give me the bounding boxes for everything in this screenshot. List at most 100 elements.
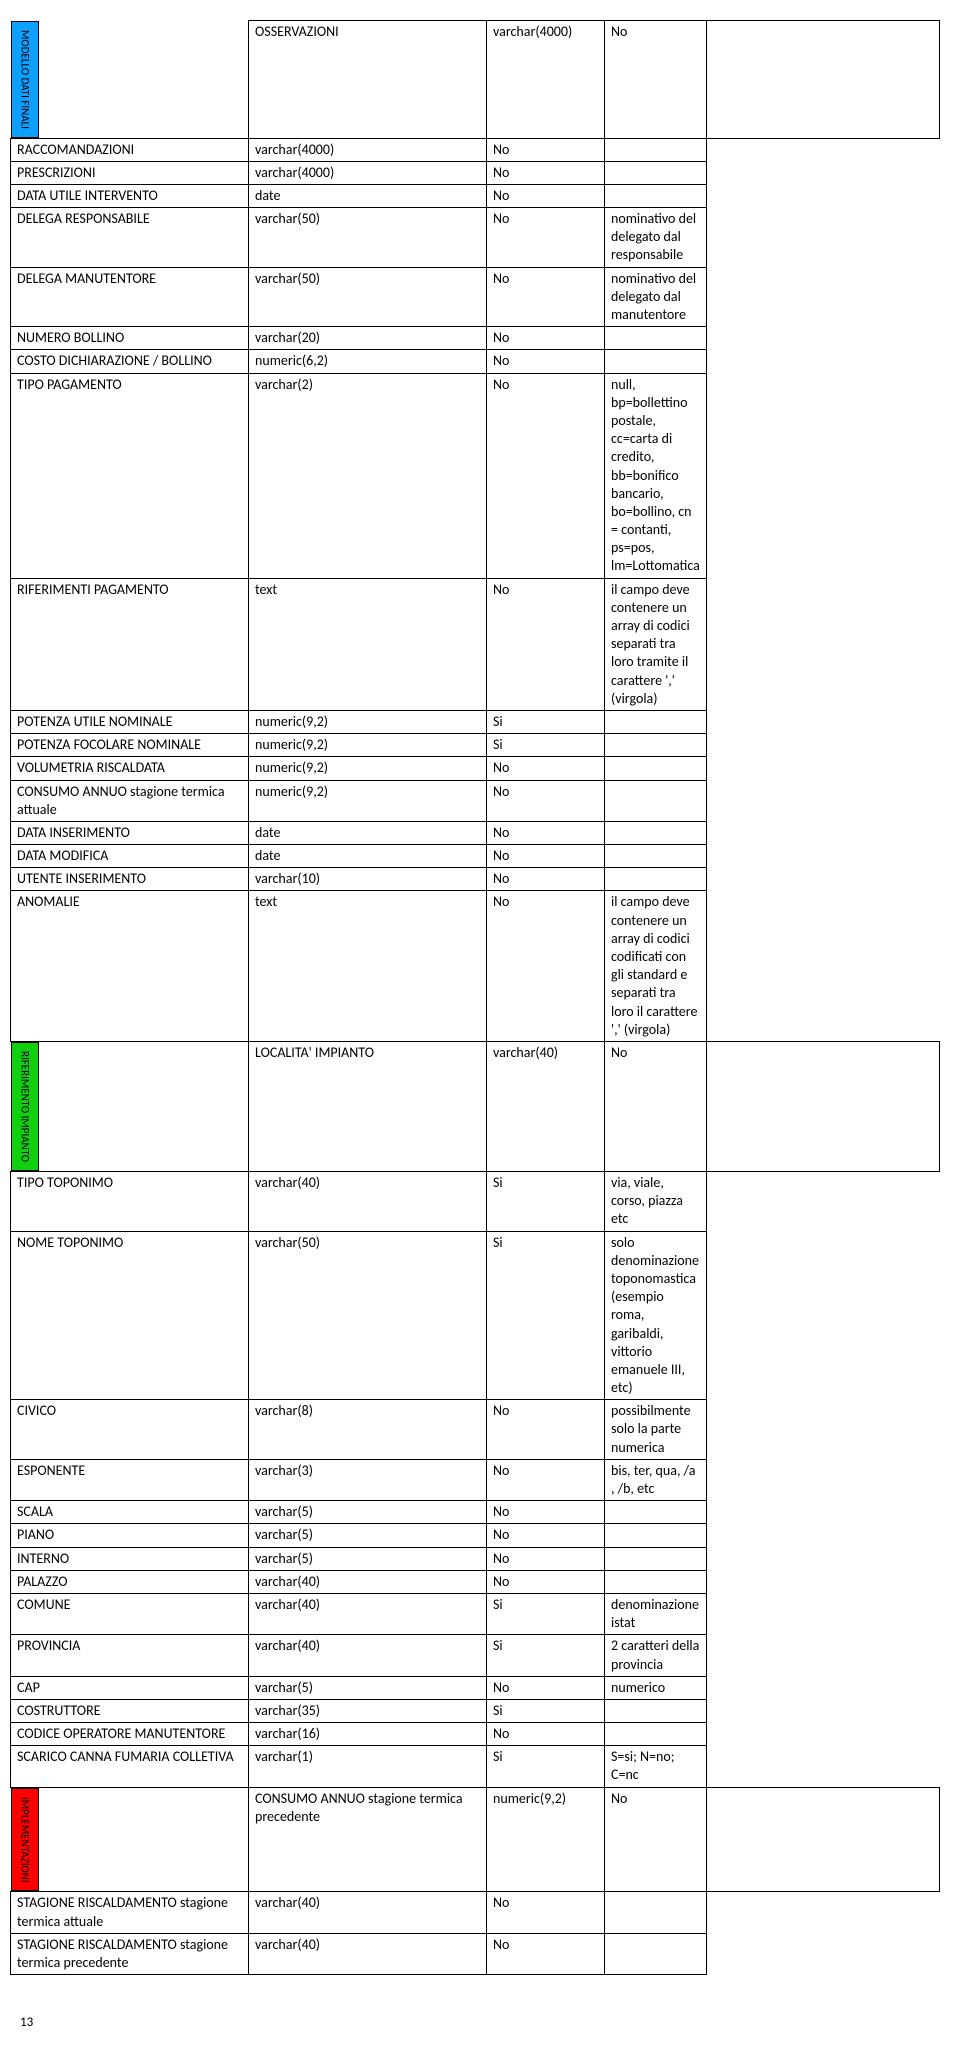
table-cell <box>706 1787 939 1892</box>
table-cell: NUMERO BOLLINO <box>11 327 249 350</box>
table-row: PRESCRIZIONIvarchar(4000)No <box>11 161 940 184</box>
table-row: TIPO PAGAMENTOvarchar(2)Nonull, bp=bolle… <box>11 373 940 578</box>
table-cell: TIPO TOPONIMO <box>11 1172 249 1232</box>
table-cell: No <box>487 1676 605 1699</box>
table-cell: PIANO <box>11 1524 249 1547</box>
table-cell: No <box>487 208 605 268</box>
table-cell: varchar(40) <box>487 1041 605 1171</box>
table-cell <box>605 845 707 868</box>
table-cell: varchar(20) <box>249 327 487 350</box>
table-cell: No <box>487 780 605 821</box>
table-cell: varchar(3) <box>249 1459 487 1500</box>
table-cell: STAGIONE RISCALDAMENTO stagione termica … <box>11 1892 249 1933</box>
table-cell: text <box>249 891 487 1042</box>
table-cell: varchar(40) <box>249 1635 487 1676</box>
table-cell: nominativo del delegato dal manutentore <box>605 267 707 327</box>
table-row: PALAZZOvarchar(40)No <box>11 1570 940 1593</box>
table-cell: No <box>487 161 605 184</box>
table-cell: 2 caratteri della provincia <box>605 1635 707 1676</box>
sideband-text: MODELLO DATI FINALI <box>17 30 31 129</box>
table-cell: date <box>249 821 487 844</box>
table-cell: varchar(40) <box>249 1570 487 1593</box>
table-cell: denominazione istat <box>605 1593 707 1634</box>
table-cell <box>706 1041 939 1171</box>
table-row: RIFERIMENTI PAGAMENTOtextNoil campo deve… <box>11 578 940 710</box>
table-row: DATA UTILE INTERVENTOdateNo <box>11 184 940 207</box>
table-row: COSTRUTTOREvarchar(35)Si <box>11 1699 940 1722</box>
table-cell: Si <box>487 710 605 733</box>
table-cell: varchar(5) <box>249 1676 487 1699</box>
table-cell: No <box>487 1501 605 1524</box>
sideband-label: MODELLO DATI FINALI <box>11 21 39 138</box>
table-cell: OSSERVAZIONI <box>249 21 487 139</box>
table-cell: POTENZA UTILE NOMINALE <box>11 710 249 733</box>
page-number: 13 <box>20 2015 940 2030</box>
table-cell: il campo deve contenere un array di codi… <box>605 891 707 1042</box>
table-row: DELEGA RESPONSABILEvarchar(50)Nonominati… <box>11 208 940 268</box>
table-row: COMUNEvarchar(40)Sidenominazione istat <box>11 1593 940 1634</box>
table-cell: SCALA <box>11 1501 249 1524</box>
table-cell: No <box>605 1041 707 1171</box>
table-cell: DATA MODIFICA <box>11 845 249 868</box>
table-cell: varchar(4000) <box>249 161 487 184</box>
table-cell: text <box>249 578 487 710</box>
table-cell <box>605 1547 707 1570</box>
table-cell: DATA INSERIMENTO <box>11 821 249 844</box>
table-cell: No <box>487 821 605 844</box>
table-cell <box>605 757 707 780</box>
table-cell: Si <box>487 1593 605 1634</box>
table-cell: RACCOMANDAZIONI <box>11 138 249 161</box>
table-cell: Si <box>487 1699 605 1722</box>
table-cell: DATA UTILE INTERVENTO <box>11 184 249 207</box>
table-cell: varchar(50) <box>249 1231 487 1400</box>
table-cell: varchar(40) <box>249 1892 487 1933</box>
table-cell: COSTRUTTORE <box>11 1699 249 1722</box>
table-cell: CODICE OPERATORE MANUTENTORE <box>11 1723 249 1746</box>
table-row: POTENZA UTILE NOMINALEnumeric(9,2)Si <box>11 710 940 733</box>
table-cell: RIFERIMENTI PAGAMENTO <box>11 578 249 710</box>
table-cell: varchar(50) <box>249 267 487 327</box>
table-cell: No <box>487 1892 605 1933</box>
table-cell <box>605 327 707 350</box>
table-cell: S=si; N=no; C=nc <box>605 1746 707 1787</box>
table-cell: varchar(1) <box>249 1746 487 1787</box>
table-row: CAPvarchar(5)Nonumerico <box>11 1676 940 1699</box>
table-cell: varchar(5) <box>249 1501 487 1524</box>
table-cell <box>605 1570 707 1593</box>
table-row: COSTO DICHIARAZIONE / BOLLINOnumeric(6,2… <box>11 350 940 373</box>
table-cell: numerico <box>605 1676 707 1699</box>
table-cell: No <box>487 891 605 1042</box>
table-cell: No <box>487 373 605 578</box>
table-cell: No <box>487 1459 605 1500</box>
table-cell: numeric(9,2) <box>249 780 487 821</box>
table-cell: No <box>487 578 605 710</box>
table-cell: Si <box>487 1231 605 1400</box>
table-cell: varchar(4000) <box>249 138 487 161</box>
table-cell <box>605 1892 707 1933</box>
table-cell: numeric(9,2) <box>249 734 487 757</box>
table-cell: solo denominazione toponomastica (esempi… <box>605 1231 707 1400</box>
table-cell: No <box>487 138 605 161</box>
table-cell: possibilmente solo la parte numerica <box>605 1400 707 1460</box>
table-cell: SCARICO CANNA FUMARIA COLLETIVA <box>11 1746 249 1787</box>
table-cell: No <box>487 1524 605 1547</box>
table-cell: date <box>249 845 487 868</box>
table-cell <box>605 161 707 184</box>
table-cell: numeric(6,2) <box>249 350 487 373</box>
table-cell <box>605 1933 707 1974</box>
table-cell: ANOMALIE <box>11 891 249 1042</box>
table-row: DATA INSERIMENTOdateNo <box>11 821 940 844</box>
table-cell: bis, ter, qua, /a , /b, etc <box>605 1459 707 1500</box>
table-row: SCALAvarchar(5)No <box>11 1501 940 1524</box>
table-row: CODICE OPERATORE MANUTENTOREvarchar(16)N… <box>11 1723 940 1746</box>
sideband-text: RIFERIMENTO IMPIANTO <box>17 1051 31 1162</box>
table-row: VOLUMETRIA RISCALDATAnumeric(9,2)No <box>11 757 940 780</box>
table-cell: DELEGA RESPONSABILE <box>11 208 249 268</box>
table-cell: PROVINCIA <box>11 1635 249 1676</box>
table-cell: No <box>487 1547 605 1570</box>
table-cell: Si <box>487 1635 605 1676</box>
table-cell: No <box>487 350 605 373</box>
table-row: DELEGA MANUTENTOREvarchar(50)Nonominativ… <box>11 267 940 327</box>
table-row: ESPONENTEvarchar(3)Nobis, ter, qua, /a ,… <box>11 1459 940 1500</box>
table-cell: ESPONENTE <box>11 1459 249 1500</box>
